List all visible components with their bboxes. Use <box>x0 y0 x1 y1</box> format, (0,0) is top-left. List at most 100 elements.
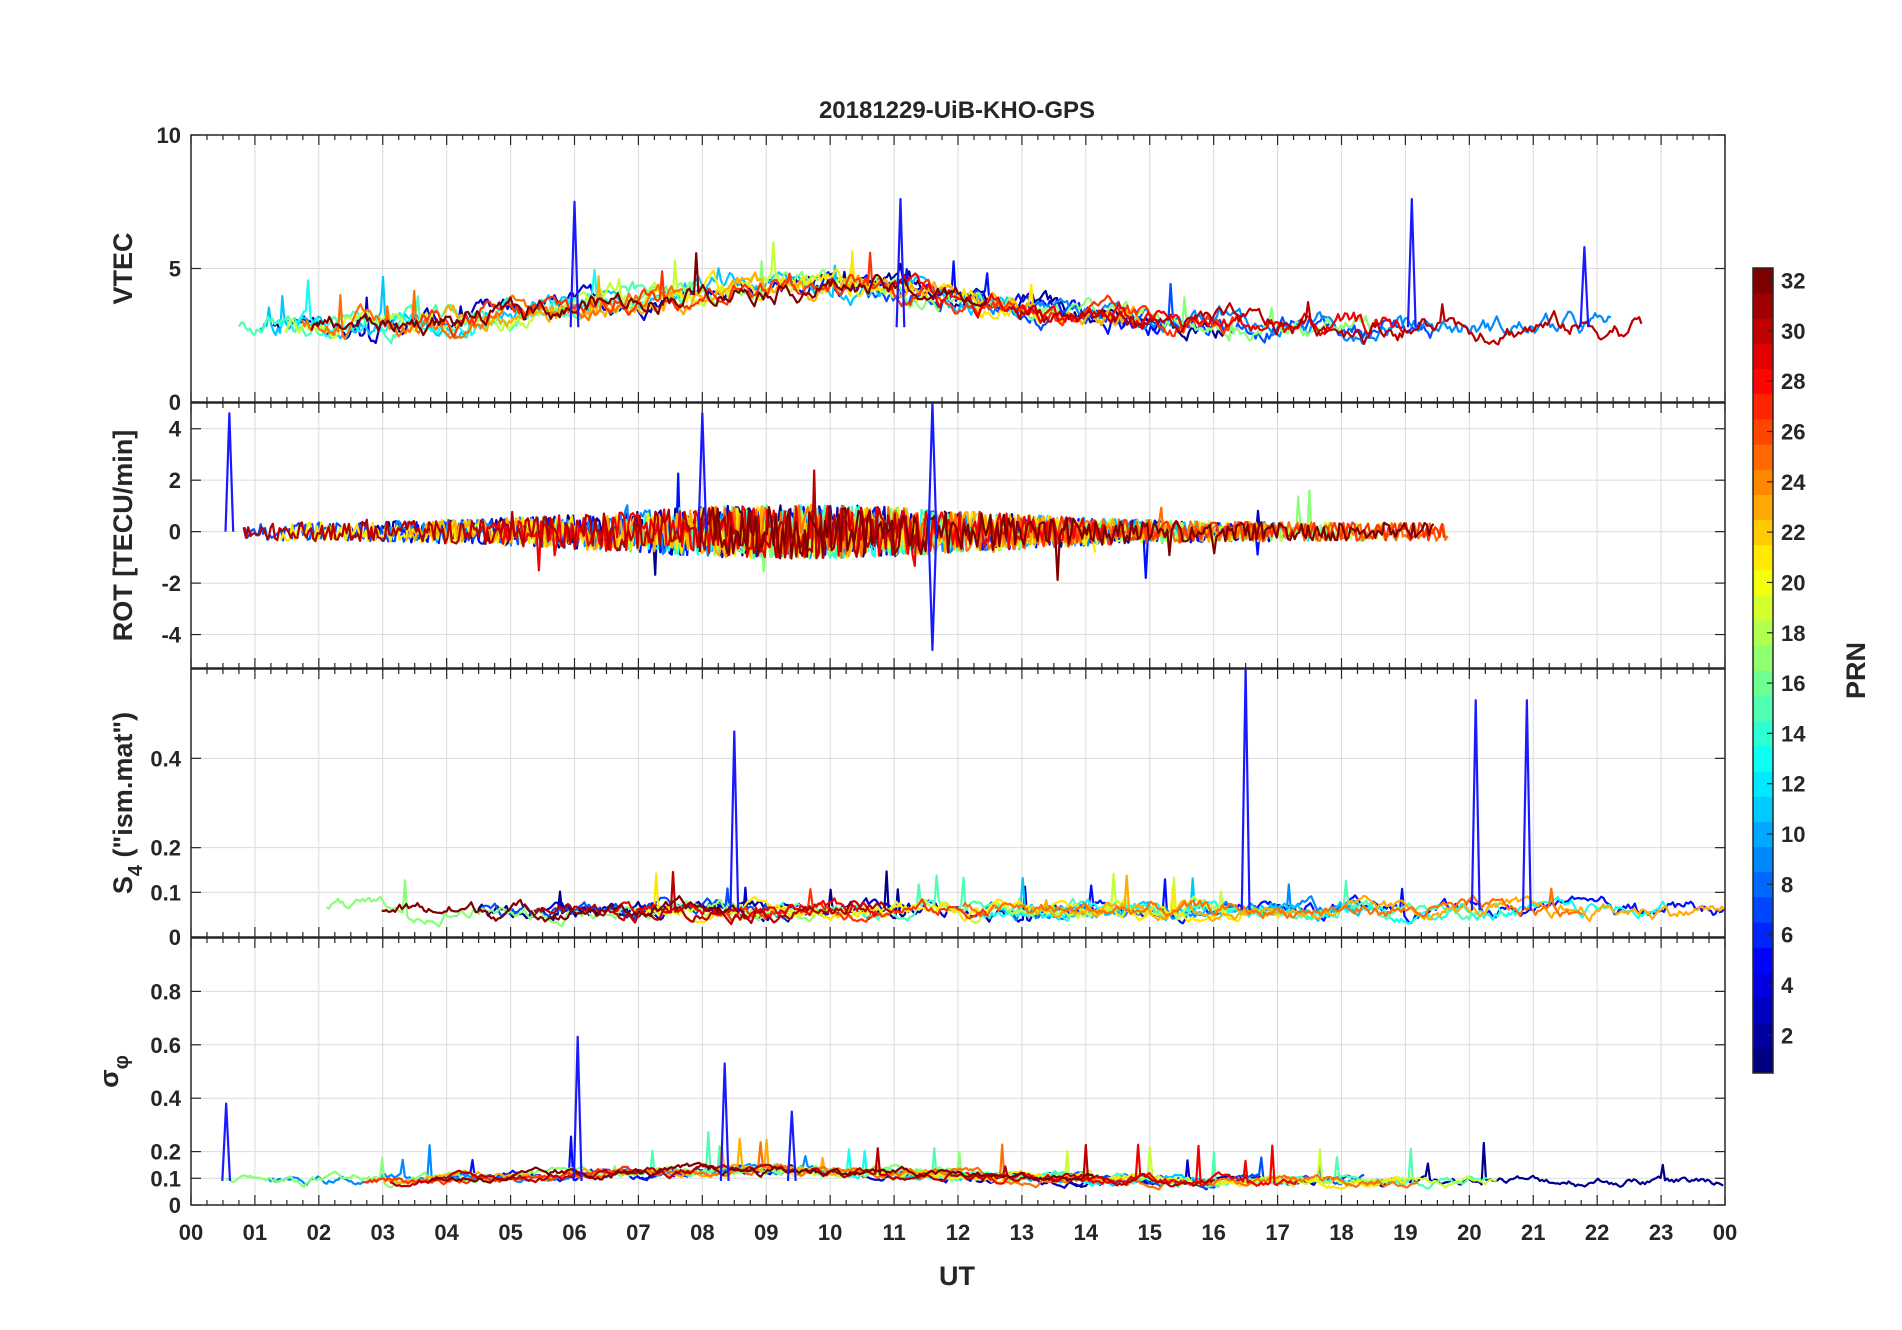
x-tick-label: 13 <box>1010 1220 1034 1245</box>
x-tick-label: 04 <box>434 1220 459 1245</box>
x-tick-label: 09 <box>754 1220 778 1245</box>
series-line <box>698 505 1435 582</box>
chart-title: 20181229-UiB-KHO-GPS <box>819 97 1095 124</box>
colorbar-segment <box>1753 1047 1773 1074</box>
colorbar-segment <box>1753 620 1773 646</box>
series-line <box>1009 301 1643 346</box>
colorbar-segment <box>1753 821 1773 848</box>
colorbar-segment <box>1753 1022 1773 1049</box>
series-line <box>310 252 989 337</box>
series-line <box>273 268 598 340</box>
x-tick-label: 20 <box>1457 1220 1481 1245</box>
x-tick-label: 06 <box>562 1220 586 1245</box>
colorbar-segment <box>1753 268 1773 294</box>
panel-vtec: 0 5 10 VTEC <box>108 123 1726 415</box>
peak-spike <box>569 200 580 328</box>
colorbar-tick-label: 14 <box>1781 721 1806 746</box>
colorbar-tick-label: 8 <box>1781 872 1793 897</box>
colorbar-segment <box>1753 745 1773 772</box>
colorbar-segment <box>1753 393 1773 420</box>
y-axis-title-sigphi: σφ <box>94 1055 133 1088</box>
y-tick-label: 0.1 <box>150 1166 181 1191</box>
y-tick-label: -2 <box>161 571 181 596</box>
y-tick-label: 0 <box>169 925 181 950</box>
colorbar-segment <box>1753 670 1773 697</box>
series-line <box>381 895 748 923</box>
colorbar-segment <box>1753 343 1773 370</box>
x-tick-label: 00 <box>1713 1220 1737 1245</box>
colorbar-title: PRN <box>1841 642 1871 699</box>
y-tick-label: -4 <box>161 623 181 648</box>
colorbar-segment <box>1753 796 1773 822</box>
y-axis-title-s4: S4 ("ism.mat") <box>108 712 147 894</box>
peak-spike <box>927 531 938 652</box>
y-tick-label: 0 <box>169 520 181 545</box>
x-tick-label: 11 <box>882 1220 905 1245</box>
colorbar-tick-label: 24 <box>1781 470 1806 495</box>
colorbar-segment <box>1753 947 1773 973</box>
colorbar-segment <box>1753 293 1773 319</box>
colorbar-tick-label: 28 <box>1781 369 1805 394</box>
peak-spike <box>895 197 906 328</box>
panel-sigphi: 00.10.2 0.4 0.6 0.8 σφ <box>94 937 1726 1218</box>
colorbar-segment <box>1753 720 1773 747</box>
peak-spike <box>729 730 740 911</box>
colorbar-segment <box>1753 444 1773 470</box>
colorbar-tick-label: 16 <box>1781 671 1805 696</box>
x-axis-title: UT <box>939 1261 975 1291</box>
colorbar-segment <box>1753 544 1773 571</box>
y-tick-label: 5 <box>169 257 181 282</box>
y-tick-label: 4 <box>169 417 182 442</box>
y-tick-label: 0 <box>169 390 181 415</box>
y-tick-label: 0.6 <box>150 1033 181 1058</box>
x-tick-label: 00 <box>179 1220 203 1245</box>
colorbar-segment <box>1753 871 1773 898</box>
x-tick-label: 07 <box>626 1220 650 1245</box>
series-line <box>889 272 1404 337</box>
colorbar-tick-label: 30 <box>1781 319 1805 344</box>
series-line <box>533 870 893 926</box>
series-line <box>429 1161 1096 1184</box>
traces-rot <box>224 403 1449 652</box>
colorbar-tick-label: 12 <box>1781 772 1805 797</box>
y-tick-label: 0.2 <box>150 836 181 861</box>
traces-s4 <box>326 669 1725 928</box>
colorbar-tick-label: 22 <box>1781 520 1805 545</box>
peak-spike <box>224 412 235 532</box>
y-tick-label: 0 <box>169 1193 181 1218</box>
y-tick-label: 0.4 <box>150 746 181 771</box>
colorbar-tick-label: 2 <box>1781 1023 1793 1048</box>
peak-spike <box>572 1035 583 1181</box>
x-tick-label: 22 <box>1585 1220 1609 1245</box>
panel-rot: -4 -2 0 2 4 ROT [TECU/min] <box>108 402 1726 669</box>
peak-spike <box>1521 699 1532 911</box>
x-tick-label: 10 <box>818 1220 842 1245</box>
colorbar-segment <box>1753 695 1773 722</box>
peak-spike <box>786 1110 797 1182</box>
x-tick-label: 19 <box>1393 1220 1417 1245</box>
x-tick-label: 14 <box>1074 1220 1099 1245</box>
y-tick-label: 10 <box>157 123 181 148</box>
x-tick-label: 08 <box>690 1220 714 1245</box>
colorbar-tick-label: 20 <box>1781 570 1805 595</box>
peak-spike <box>719 1062 730 1182</box>
y-axis-title-vtec: VTEC <box>108 232 138 304</box>
x-tick-label: 01 <box>243 1220 267 1245</box>
peak-spike <box>927 403 938 532</box>
series-line <box>644 872 1282 924</box>
x-tick-label: 17 <box>1265 1220 1289 1245</box>
series-line <box>301 283 683 340</box>
x-tick-label: 16 <box>1201 1220 1225 1245</box>
peak-spike <box>221 1102 232 1182</box>
series-line <box>242 469 919 560</box>
colorbar-tick-label: 10 <box>1781 822 1805 847</box>
peak-spike <box>1470 699 1481 911</box>
x-tick-label: 18 <box>1329 1220 1353 1245</box>
colorbar-segment <box>1753 418 1773 445</box>
colorbar-segment <box>1753 846 1773 873</box>
colorbar-segment <box>1753 595 1773 621</box>
y-tick-label: 2 <box>169 468 181 493</box>
